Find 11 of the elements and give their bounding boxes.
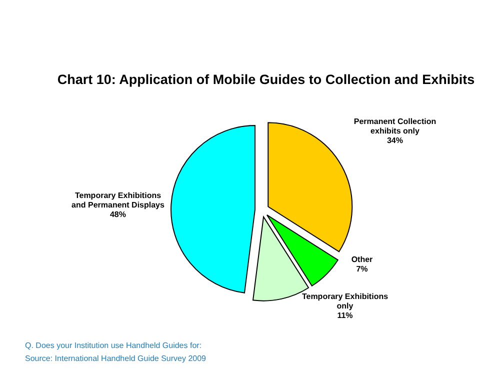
data-label: 48% xyxy=(110,210,126,219)
slice-label: Temporary Exhibitions only xyxy=(302,292,389,310)
chart-title: Chart 10: Application of Mobile Guides to Collection and Exhibits xyxy=(57,72,475,87)
slice-label: Permanent Collection exhibits only xyxy=(354,117,436,136)
slice-label: Other xyxy=(351,255,373,264)
text: Q. Does your Institution use Handheld Guides for: xyxy=(25,341,202,350)
source-note: Source: International Handheld Guide Survey 2009 xyxy=(25,354,207,363)
data-label: 11% xyxy=(337,311,353,320)
data-label: 34% xyxy=(386,136,404,145)
slice-label: Temporary Exhibitions and Permanent Displays xyxy=(72,191,166,210)
data-label: 7% xyxy=(356,264,368,274)
